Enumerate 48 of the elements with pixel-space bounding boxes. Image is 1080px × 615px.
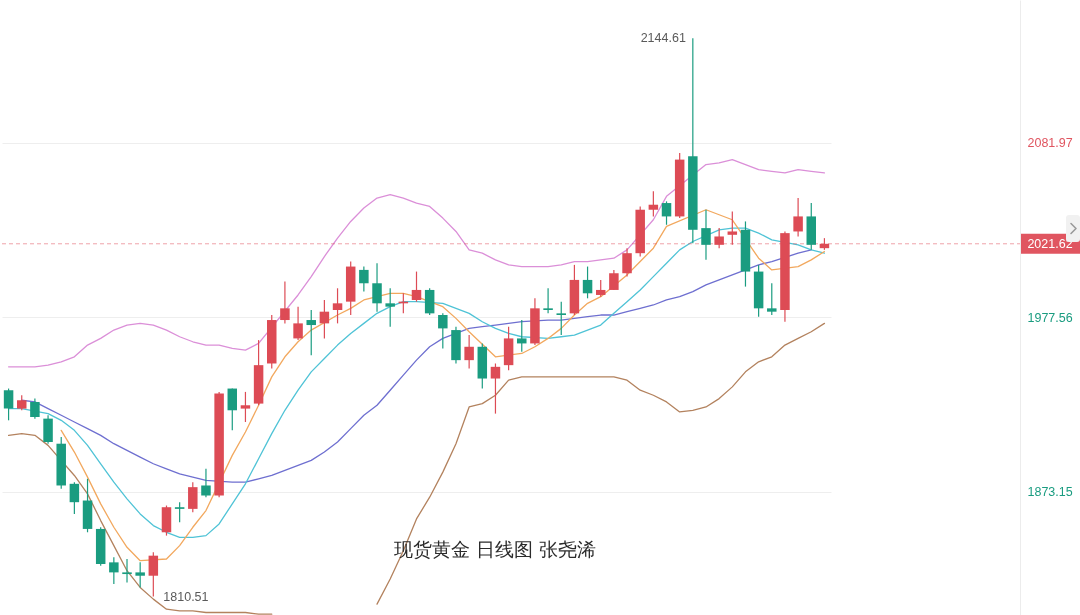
candlestick <box>240 391 251 423</box>
annotation: 1810.51 <box>163 589 209 604</box>
candlestick <box>793 197 803 238</box>
candlestick <box>148 551 159 598</box>
candlestick <box>411 270 422 303</box>
candlestick <box>293 306 303 341</box>
line-series <box>7 433 273 615</box>
candlestick <box>767 282 777 316</box>
candlestick <box>648 190 659 218</box>
candlestick <box>701 209 711 261</box>
candlestick <box>201 468 211 498</box>
candlestick <box>438 312 448 350</box>
candlestick <box>43 414 53 445</box>
candlestick <box>556 301 566 336</box>
candlestick <box>543 287 553 314</box>
candlestick <box>280 281 290 324</box>
candlestick <box>622 247 632 278</box>
annotation: 2144.61 <box>640 31 686 46</box>
candlestick <box>464 334 474 370</box>
candlestick <box>372 262 382 313</box>
candlestick <box>490 362 501 415</box>
candlestick <box>609 269 619 291</box>
candlestick <box>582 265 593 299</box>
candlestick <box>714 227 724 249</box>
candlestick <box>227 387 238 431</box>
candlestick <box>517 319 527 353</box>
candlestick <box>188 481 198 513</box>
line-series <box>7 158 826 368</box>
y-tick-label: 2081.97 <box>1027 136 1073 151</box>
candlestick <box>109 556 119 585</box>
y-tick-label: 1873.15 <box>1027 485 1073 500</box>
candlestick <box>3 387 14 421</box>
line-series <box>60 209 826 562</box>
candlestick <box>135 561 145 589</box>
line-series <box>376 322 826 605</box>
candlestick <box>306 309 316 356</box>
candlestick <box>174 501 185 523</box>
y-tick-label: 1977.56 <box>1027 310 1073 325</box>
candlestick <box>30 397 40 420</box>
candlestick <box>359 265 369 293</box>
annotation: 现货黄金 日线图 张尧浠 <box>393 539 596 561</box>
candlestick <box>69 481 80 515</box>
candlestick <box>122 558 132 584</box>
candlestick <box>424 287 435 316</box>
candlestick <box>661 200 672 226</box>
candlestick <box>727 210 738 246</box>
candlestick <box>385 287 395 328</box>
candlestick <box>332 287 343 324</box>
